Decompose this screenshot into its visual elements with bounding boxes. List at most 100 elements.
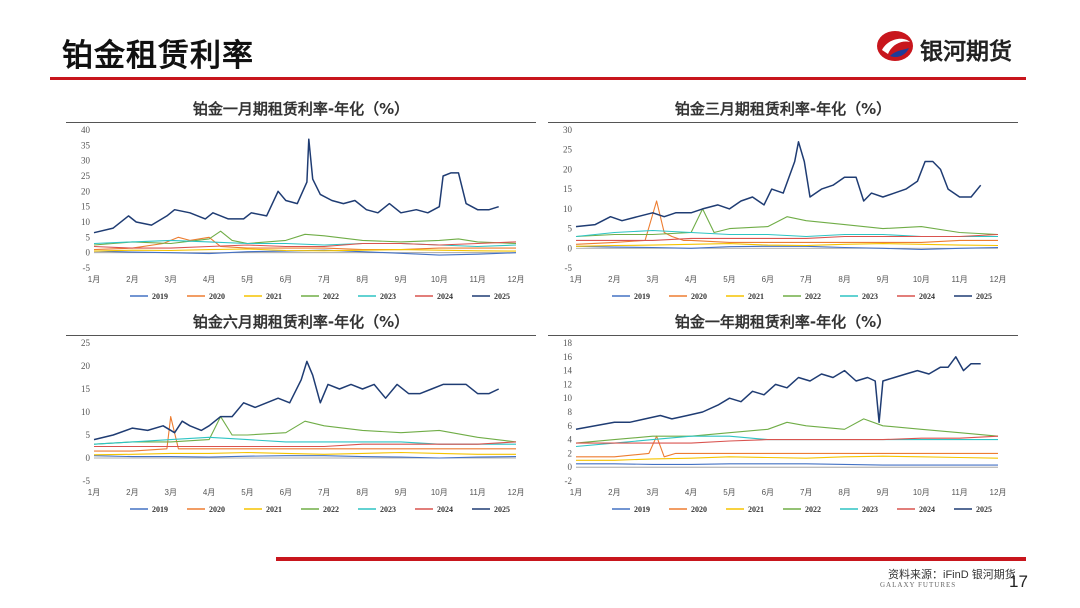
chart-plot: -2 0 2 4 6 8 10 12 14 16 18 1月 2月 3月 4月 5月 6月 7月 8月 9月 10月 11… bbox=[563, 338, 1007, 514]
chart-title: 铂金一年期租赁利率-年化（%） bbox=[674, 313, 892, 331]
y-tick-label: 14 bbox=[563, 366, 573, 376]
chart-1m: 铂金一月期租赁利率-年化（%） -5 0 5 10 15 20 25 30 35 40 1月 2月 3月… bbox=[66, 98, 536, 308]
source-note: 资料来源：iFinD 银河期货 bbox=[888, 569, 1016, 581]
y-tick-label: 35 bbox=[81, 140, 91, 150]
footer-rule bbox=[276, 557, 1026, 561]
y-tick-label: 30 bbox=[81, 156, 91, 166]
y-tick-label: 10 bbox=[81, 407, 91, 417]
series-line-2022 bbox=[575, 208, 999, 238]
series-line-2025 bbox=[575, 141, 982, 228]
x-tick-label: 2月 bbox=[608, 488, 620, 497]
x-tick-label: 10月 bbox=[431, 488, 448, 497]
x-tick-label: 11月 bbox=[469, 275, 485, 284]
x-tick-label: 7月 bbox=[318, 275, 330, 284]
series-line-2021 bbox=[576, 455, 999, 461]
series-line-2025 bbox=[93, 138, 499, 234]
x-tick-label: 1月 bbox=[88, 488, 100, 497]
series-line-2022 bbox=[93, 230, 517, 246]
series-line-2022 bbox=[575, 418, 999, 444]
x-tick-label: 4月 bbox=[685, 275, 697, 284]
x-tick-label: 4月 bbox=[685, 488, 697, 497]
legend-label: 2025 bbox=[494, 292, 510, 301]
x-tick-label: 11月 bbox=[469, 488, 485, 497]
legend-label: 2022 bbox=[805, 505, 821, 514]
chart-title-rule bbox=[66, 335, 536, 336]
x-tick-label: 9月 bbox=[877, 275, 889, 284]
legend-label: 2023 bbox=[862, 505, 878, 514]
y-tick-label: 4 bbox=[568, 435, 573, 445]
y-tick-label: 0 bbox=[568, 462, 573, 472]
series-line-2019 bbox=[93, 455, 517, 459]
y-tick-label: 8 bbox=[568, 407, 573, 417]
x-tick-label: 10月 bbox=[913, 275, 930, 284]
legend-label: 2020 bbox=[691, 292, 707, 301]
y-tick-label: 25 bbox=[563, 145, 573, 155]
x-tick-label: 9月 bbox=[395, 488, 407, 497]
x-tick-label: 12月 bbox=[990, 488, 1007, 497]
legend-label: 2024 bbox=[919, 292, 935, 301]
x-tick-label: 1月 bbox=[570, 488, 582, 497]
y-tick-label: 10 bbox=[563, 393, 573, 403]
y-tick-label: 18 bbox=[563, 338, 573, 348]
x-tick-label: 10月 bbox=[913, 488, 930, 497]
y-tick-label: 5 bbox=[86, 232, 91, 242]
legend-label: 2025 bbox=[976, 505, 992, 514]
series-line-2021 bbox=[93, 451, 516, 456]
x-tick-label: 3月 bbox=[165, 275, 177, 284]
x-tick-label: 1月 bbox=[570, 275, 582, 284]
series-line-2021 bbox=[93, 248, 517, 252]
chart-title: 铂金三月期租赁利率-年化（%） bbox=[674, 100, 892, 118]
chart-1y: 铂金一年期租赁利率-年化（%） -2 0 2 4 6 8 10 12 14 16 18 1月 2月 3月 4… bbox=[548, 311, 1018, 521]
chart-title-rule bbox=[548, 122, 1018, 123]
x-tick-label: 9月 bbox=[395, 275, 407, 284]
y-tick-label: -5 bbox=[83, 476, 91, 486]
x-tick-label: 7月 bbox=[318, 488, 330, 497]
y-tick-label: 10 bbox=[563, 204, 573, 214]
series-line-2020 bbox=[576, 435, 998, 458]
legend-label: 2025 bbox=[494, 505, 510, 514]
series-line-2019 bbox=[576, 463, 998, 466]
x-tick-label: 5月 bbox=[241, 488, 253, 497]
y-tick-label: 0 bbox=[568, 243, 573, 253]
brand-logo: 银河期货 bbox=[876, 28, 1036, 65]
brand-name: 银河期货 bbox=[920, 39, 1012, 65]
x-tick-label: 4月 bbox=[203, 488, 215, 497]
x-tick-label: 8月 bbox=[356, 488, 368, 497]
page-number: 17 bbox=[1009, 572, 1028, 591]
y-tick-label: 15 bbox=[81, 384, 91, 394]
y-tick-label: 5 bbox=[568, 224, 573, 234]
x-tick-label: 12月 bbox=[990, 275, 1007, 284]
y-tick-label: -5 bbox=[83, 263, 91, 273]
legend-label: 2020 bbox=[209, 505, 225, 514]
legend-label: 2024 bbox=[919, 505, 935, 514]
x-tick-label: 5月 bbox=[723, 275, 735, 284]
x-tick-label: 8月 bbox=[838, 275, 850, 284]
y-tick-label: 10 bbox=[81, 217, 91, 227]
series-line-2020 bbox=[93, 236, 516, 251]
legend-label: 2025 bbox=[976, 292, 992, 301]
legend-label: 2024 bbox=[437, 505, 453, 514]
x-tick-label: 7月 bbox=[800, 275, 812, 284]
legend-label: 2021 bbox=[266, 292, 282, 301]
y-tick-label: 25 bbox=[81, 338, 91, 348]
legend-label: 2024 bbox=[437, 292, 453, 301]
y-tick-label: 0 bbox=[86, 453, 91, 463]
series-line-2022 bbox=[93, 416, 517, 445]
series-line-2025 bbox=[93, 360, 500, 441]
y-tick-label: 2 bbox=[568, 448, 573, 458]
series-line-2023 bbox=[575, 229, 998, 238]
legend-label: 2019 bbox=[152, 505, 168, 514]
legend-label: 2022 bbox=[323, 505, 339, 514]
legend-label: 2022 bbox=[323, 292, 339, 301]
legend-label: 2023 bbox=[862, 292, 878, 301]
y-tick-label: 15 bbox=[81, 202, 91, 212]
x-tick-label: 8月 bbox=[356, 275, 368, 284]
y-tick-label: 30 bbox=[563, 125, 573, 135]
legend-label: 2019 bbox=[634, 292, 650, 301]
legend-label: 2023 bbox=[380, 505, 396, 514]
legend-label: 2020 bbox=[691, 505, 707, 514]
chart-6m: 铂金六月期租赁利率-年化（%） -5 0 5 10 15 20 25 1月 2月 3月 4月 5月 6月… bbox=[66, 311, 536, 521]
